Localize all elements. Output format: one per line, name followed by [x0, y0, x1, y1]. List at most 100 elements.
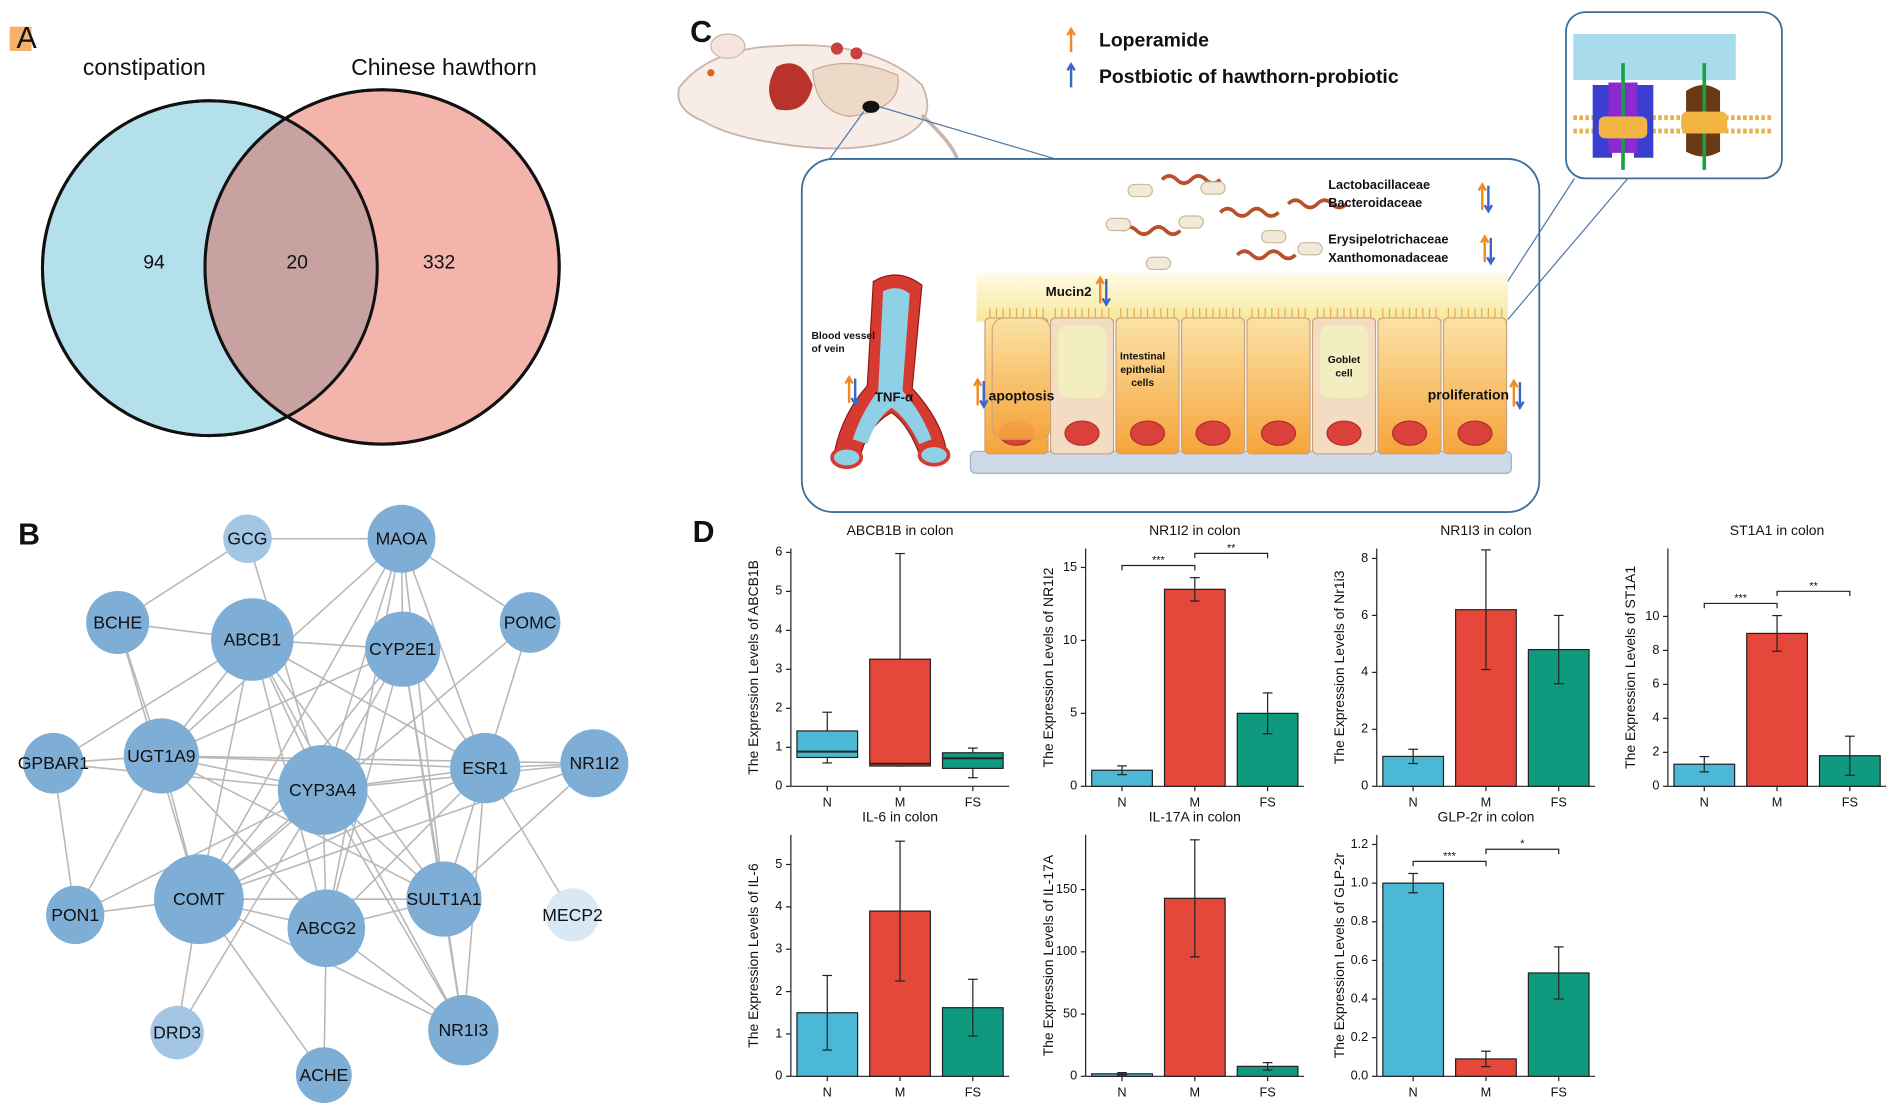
label-badge [1598, 116, 1648, 139]
vein-end [830, 445, 864, 469]
network-edge [161, 755, 595, 765]
y-tick-label: 4 [775, 898, 782, 913]
venn-outline [203, 88, 561, 446]
node-label: ESR1 [462, 758, 508, 778]
illustration-label: Loperamide [1099, 29, 1209, 51]
mouse-organ [850, 47, 863, 60]
mouse-eye [707, 69, 715, 77]
node-label: COMT [173, 889, 225, 909]
network-edge [161, 648, 404, 757]
nucleus [1195, 420, 1231, 446]
node-label: ACHE [299, 1065, 348, 1085]
significance-label: *** [1734, 592, 1747, 604]
y-axis-label: The Expression Levels of ST1A1 [1622, 566, 1638, 769]
x-tick-label: M [895, 1085, 906, 1100]
y-tick-label: 0.6 [1351, 952, 1369, 967]
y-tick-label: 4 [1652, 710, 1659, 725]
x-tick-label: M [895, 795, 906, 810]
zoom-line [1502, 177, 1629, 326]
goblet-vesicle [1319, 325, 1369, 399]
bar [1163, 588, 1226, 787]
network-edge [251, 639, 465, 1031]
y-tick-label: 150 [1056, 881, 1077, 896]
illustration-label: Intestinal [1120, 351, 1165, 362]
x-tick-label: M [1772, 795, 1783, 810]
nucleus [1457, 420, 1493, 446]
nucleus [1064, 420, 1100, 446]
y-tick-label: 2 [775, 700, 782, 715]
x-tick-label: N [823, 1085, 832, 1100]
illustration-label: epithelial [1120, 365, 1165, 376]
node-label: GPBAR1 [18, 753, 89, 773]
vein-lumen [852, 288, 932, 445]
network-edge [74, 789, 324, 916]
y-tick-label: 4 [1361, 664, 1368, 679]
x-tick-label: FS [1842, 795, 1858, 810]
significance-label: * [1520, 838, 1525, 850]
venn-set-label: Chinese hawthorn [351, 54, 537, 80]
panel-label: B [18, 518, 40, 551]
bacterium-rod [1127, 183, 1153, 198]
y-axis-label: The Expression Levels of IL-6 [745, 863, 761, 1048]
nucleus [1391, 420, 1428, 446]
significance-label: ** [1227, 542, 1236, 554]
network-node [287, 889, 366, 968]
node-label: NR1I3 [438, 1020, 488, 1040]
y-tick-label: 0.0 [1351, 1068, 1369, 1083]
y-tick-label: 0.2 [1351, 1029, 1369, 1044]
lumen-band [1573, 33, 1736, 81]
illustration-label: Goblet [1328, 355, 1361, 366]
change-arrow-head [1480, 234, 1490, 244]
y-tick-label: 1 [775, 739, 782, 754]
significance-label: *** [1152, 555, 1165, 567]
nucleus [1326, 420, 1362, 446]
panel-label: D [693, 516, 715, 549]
mouse-organ [830, 42, 844, 55]
basement-membrane [969, 450, 1513, 474]
mucus-layer [976, 273, 1508, 322]
y-tick-label: 0.8 [1351, 913, 1369, 928]
bacterium-spiral [1286, 198, 1348, 210]
y-tick-label: 10 [1063, 632, 1077, 647]
illustration-label: Erysipelotrichaceae [1328, 232, 1448, 247]
legend-arrow-head [1066, 61, 1076, 72]
significance-label: ** [1809, 580, 1818, 592]
x-tick-label: N [1409, 1085, 1418, 1100]
illustration-label: of vein [812, 344, 845, 355]
change-arrow-head [1509, 378, 1519, 388]
label-badge [1681, 111, 1728, 134]
significance-bracket [1412, 860, 1487, 867]
change-arrow-head [973, 377, 983, 387]
legend-arrow-head [1066, 26, 1076, 36]
change-arrow-head [1515, 401, 1525, 411]
y-axis-label: The Expression Levels of GLP-2r [1331, 853, 1347, 1059]
bar [1527, 648, 1590, 787]
illustration-label: Xanthomonadaceae [1328, 250, 1448, 265]
venn-count: 332 [423, 251, 455, 273]
x-tick-label: M [1481, 1085, 1492, 1100]
illustration-label: apoptosis [989, 387, 1055, 403]
network-edge [198, 767, 486, 900]
y-tick-label: 0 [1070, 778, 1077, 793]
chart-title: NR1I3 in colon [1440, 522, 1531, 538]
node-label: MAOA [376, 529, 428, 549]
y-tick-label: 0 [1361, 778, 1368, 793]
change-arrow-head [1486, 256, 1496, 266]
network-node [150, 1005, 204, 1060]
network-edge [321, 789, 465, 1031]
network-edge [400, 538, 486, 769]
network-node [23, 732, 84, 794]
bacterium-rod [1178, 215, 1204, 229]
illustration-label: Bacteroidaceae [1328, 195, 1422, 210]
y-tick-label: 10 [1645, 608, 1659, 623]
apoptotic-cell [991, 317, 1052, 440]
significance-bracket [1194, 552, 1269, 559]
vein [830, 274, 951, 469]
y-tick-label: 1.2 [1351, 836, 1369, 851]
illustration-label: Postbiotic of hawthorn-probiotic [1099, 66, 1399, 88]
node-label: UGT1A9 [127, 746, 195, 766]
bacteria [1105, 174, 1348, 270]
node-label: DRD3 [153, 1022, 201, 1042]
x-tick-label: M [1190, 795, 1201, 810]
network-node [450, 732, 521, 804]
